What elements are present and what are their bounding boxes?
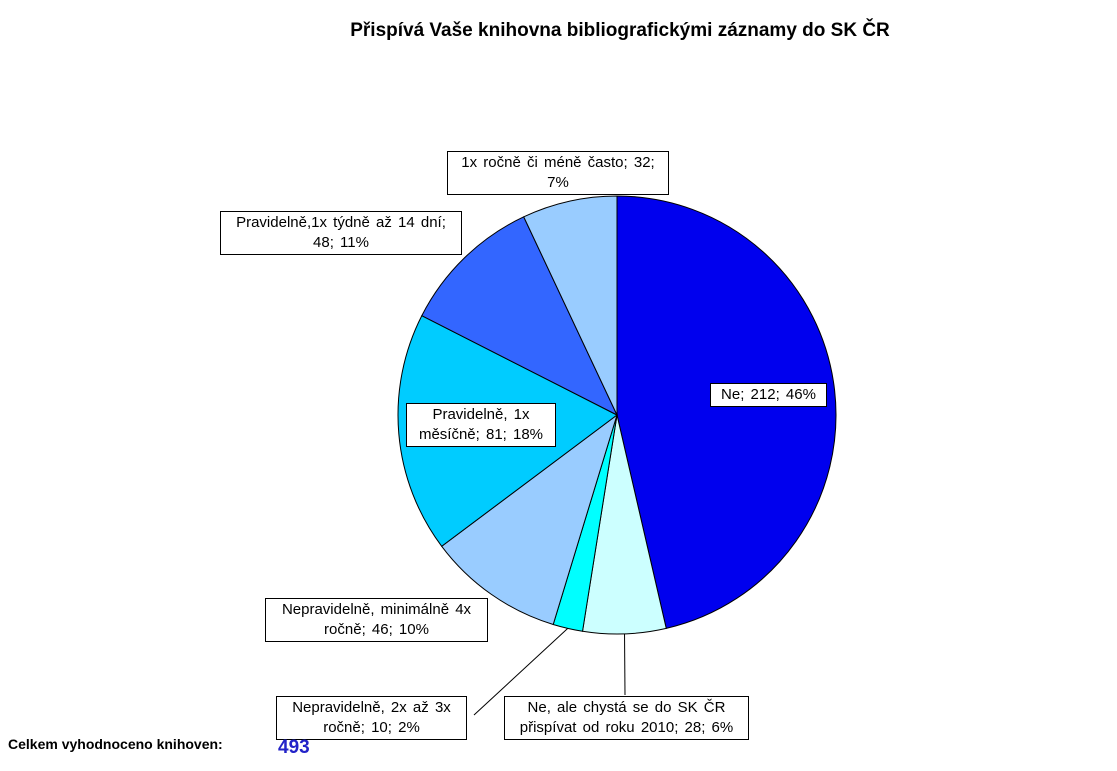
chart-title: Přispívá Vaše knihovna bibliografickými … (350, 20, 890, 41)
slice-nepravidelne-4x (441, 413, 618, 626)
slice-label-mesicne: Pravidelně, 1x měsíčně; 81; 18% (406, 403, 556, 447)
slice-rocne (523, 195, 618, 416)
total-libraries-label: Celkem vyhodnoceno knihoven: (8, 736, 223, 752)
slice-label-ne: Ne; 212; 46% (710, 383, 827, 407)
leader-line-nepravidelne-2x-3x (473, 628, 569, 716)
slice-label-nepravidelne-2x-3x: Nepravidelně, 2x až 3x ročně; 10; 2% (276, 696, 467, 740)
slice-label-rocne: 1x ročně či méně často; 32; 7% (447, 151, 669, 195)
total-libraries-value: 493 (278, 737, 310, 758)
slice-ne (616, 195, 837, 629)
slice-label-nepravidelne-4x: Nepravidelně, minimálně 4x ročně; 46; 10… (265, 598, 488, 642)
slice-tydne (421, 216, 619, 417)
slice-label-tydne: Pravidelně,1x týdně až 14 dní; 48; 11% (220, 211, 462, 255)
slice-label-ne-chysta: Ne, ale chystá se do SK ČR přispívat od … (504, 696, 749, 740)
